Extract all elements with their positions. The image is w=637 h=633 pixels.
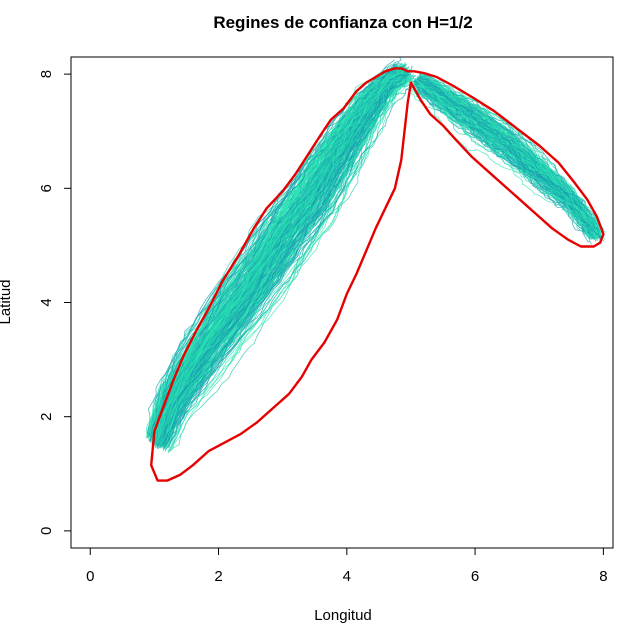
simulated-path-line: [413, 83, 599, 239]
y-tick-label: 4: [38, 298, 55, 306]
y-axis: 0 2 4 6 8: [38, 70, 72, 535]
confidence-region: [150, 67, 605, 482]
simulated-path-line: [409, 86, 593, 240]
simulated-path-line: [167, 86, 414, 454]
simulated-path-line: [161, 70, 404, 443]
x-axis: 0 2 4 6 8: [86, 547, 608, 585]
simulated-path-line: [171, 74, 414, 451]
simulated-path-line: [167, 78, 410, 453]
confidence-region-boundary-line: [150, 67, 605, 482]
simulated-path-line: [154, 65, 403, 438]
simulated-path-line: [166, 77, 406, 448]
simulated-path-line: [164, 76, 408, 446]
x-tick-label: 4: [343, 568, 351, 585]
simulated-path-line: [149, 65, 402, 436]
chart-title: Regines de confianza con H=1/2: [213, 13, 472, 32]
y-axis-label: Latitud: [0, 279, 14, 324]
simulated-paths: [145, 57, 607, 454]
simulated-path-line: [163, 82, 411, 450]
simulated-path-line: [415, 83, 593, 232]
simulated-path-line: [150, 71, 391, 442]
simulated-path-line: [158, 72, 407, 442]
simulated-path-line: [161, 71, 401, 444]
simulated-path-line: [154, 76, 403, 446]
x-tick-label: 6: [471, 568, 479, 585]
simulated-path-line: [165, 73, 408, 446]
y-tick-label: 6: [38, 184, 55, 192]
simulated-path-line: [417, 78, 595, 232]
y-tick-label: 8: [38, 70, 55, 78]
y-tick-label: 0: [38, 527, 55, 535]
x-axis-label: Longitud: [314, 607, 372, 624]
simulated-path-line: [146, 63, 395, 434]
simulated-path-line: [412, 80, 598, 240]
x-tick-label: 2: [214, 568, 222, 585]
simulated-path-line: [152, 69, 407, 440]
y-tick-label: 2: [38, 413, 55, 421]
simulated-path-line: [152, 65, 404, 441]
simulated-path-line: [420, 76, 599, 231]
simulated-path-line: [419, 75, 594, 229]
simulated-path-line: [156, 74, 402, 447]
simulated-path-line: [168, 83, 417, 448]
x-tick-label: 8: [599, 568, 607, 585]
x-tick-label: 0: [86, 568, 94, 585]
simulated-path-line: [420, 75, 596, 238]
simulated-path-line: [411, 84, 591, 240]
simulated-path-line: [150, 62, 401, 437]
